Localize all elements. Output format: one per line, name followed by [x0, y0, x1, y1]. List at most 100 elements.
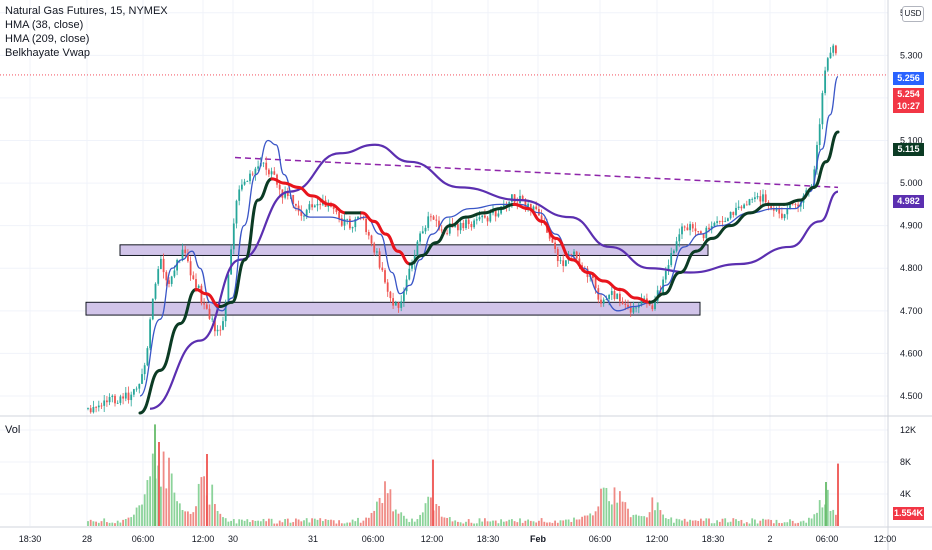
volume-bar — [718, 521, 721, 526]
hma-fast-segment — [728, 211, 752, 228]
currency-button[interactable]: USD — [902, 6, 924, 22]
volume-bar — [548, 522, 551, 526]
candle-body — [103, 400, 106, 406]
candle-body — [594, 278, 597, 289]
volume-bar — [338, 520, 340, 526]
time-tick-label: 28 — [82, 534, 92, 544]
candle-body — [732, 211, 735, 215]
volume-bar — [513, 521, 516, 526]
volume-bar — [505, 521, 508, 526]
volume-bar — [716, 520, 718, 526]
candle-body — [278, 184, 281, 190]
indicator-lines — [138, 75, 840, 415]
volume-bar — [354, 521, 357, 526]
volume-bar — [95, 521, 97, 526]
volume-bar — [573, 517, 575, 526]
candle-body — [694, 228, 697, 232]
volume-bar — [535, 522, 538, 526]
volume-bar — [713, 523, 716, 526]
legend-hma-fast[interactable]: HMA (38, close) — [5, 19, 84, 31]
candle-body — [370, 235, 373, 244]
candle-body — [130, 394, 133, 401]
volume-bar — [646, 517, 648, 526]
volume-bar — [303, 520, 305, 526]
candle-body — [702, 233, 705, 239]
candle-body — [689, 224, 691, 231]
time-tick-label: 12:00 — [874, 534, 897, 544]
volume-bar — [230, 520, 232, 526]
legend-symbol[interactable]: Natural Gas Futures, 15, NYMEX — [5, 5, 168, 17]
volume-bar — [440, 516, 443, 526]
volume-bar — [640, 516, 643, 526]
volume-bar — [327, 519, 330, 526]
candle-body — [816, 145, 818, 170]
volume-bar — [832, 509, 835, 526]
volume-bar — [829, 510, 832, 526]
candle-body — [824, 70, 826, 94]
candle-body — [559, 260, 562, 262]
volume-bar — [697, 520, 700, 526]
volume-bar — [295, 518, 297, 526]
volume-bar — [575, 519, 578, 526]
hma-fast-segment — [282, 181, 300, 189]
hma-fast-segment — [296, 185, 314, 198]
candle-body — [457, 224, 459, 231]
volume-bar — [467, 519, 470, 526]
volume-bar — [589, 513, 592, 526]
volume-bar — [651, 497, 654, 526]
legend-hma-slow[interactable]: HMA (209, close) — [5, 33, 90, 45]
price-tag-hma-fast: 5.115 — [893, 143, 924, 156]
volume-bar — [141, 504, 143, 526]
hma-fast-segment — [420, 241, 438, 257]
candle-body — [297, 205, 300, 212]
price-tick-label: 4.800 — [900, 263, 923, 273]
candle-body — [454, 224, 457, 228]
candle-body — [114, 395, 116, 404]
volume-bar — [92, 521, 95, 526]
legend-vwap[interactable]: Belkhayate Vwap — [5, 47, 90, 59]
hma-fast-segment — [824, 130, 840, 164]
time-tick-label: 06:00 — [589, 534, 612, 544]
volume-bar — [502, 521, 505, 526]
candle-body — [400, 301, 403, 308]
volume-bar — [365, 517, 367, 526]
candle-body — [430, 216, 432, 218]
candle-body — [473, 220, 475, 228]
volume-bar — [521, 522, 524, 526]
volume-bar — [808, 517, 810, 526]
candle-body — [632, 307, 635, 313]
candle-body — [556, 249, 559, 262]
price-tick-label: 4.900 — [900, 221, 923, 231]
volume-bar — [729, 521, 732, 526]
candle-body — [835, 45, 837, 54]
volume-bar — [346, 522, 349, 526]
volume-bar — [292, 522, 295, 526]
volume-bar — [265, 521, 268, 526]
volume-bar — [268, 518, 270, 526]
candle-body — [735, 207, 737, 215]
hma-fast-segment — [230, 258, 247, 304]
volume-bar — [446, 517, 448, 526]
volume-bar — [143, 494, 146, 526]
candle-body — [467, 219, 470, 225]
hma-fast-segment — [498, 202, 516, 211]
candle-body — [376, 251, 378, 253]
candle-body — [548, 232, 551, 239]
volume-bar — [349, 522, 351, 526]
volume-bar — [740, 519, 743, 526]
candle-body — [727, 218, 729, 222]
candle-body — [600, 299, 602, 304]
volume-bar — [770, 519, 772, 526]
candle-body — [354, 219, 357, 228]
candle-body — [478, 217, 481, 220]
candle-body — [386, 282, 389, 292]
volume-bar — [378, 497, 381, 526]
candle-body — [535, 206, 538, 210]
time-tick-label: 2 — [767, 534, 772, 544]
volume-bar — [335, 523, 338, 526]
countdown-tag: 10:27 — [893, 100, 924, 113]
volume-label[interactable]: Vol — [5, 424, 21, 436]
volume-bar — [556, 522, 559, 526]
volume-bar — [675, 518, 678, 526]
